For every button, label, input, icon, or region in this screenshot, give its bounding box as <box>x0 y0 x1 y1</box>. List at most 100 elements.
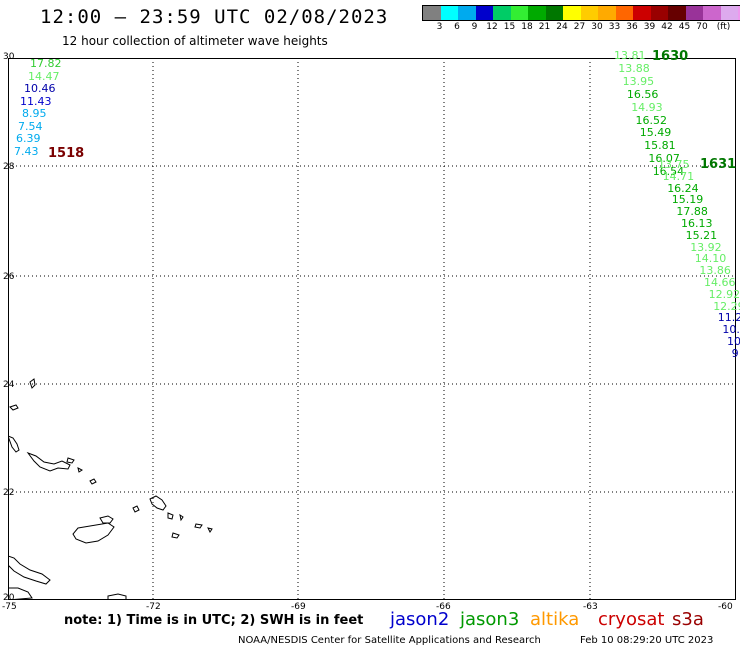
pass-1630-label: 1630 <box>652 49 689 64</box>
satellite-cryosat: cryosat <box>598 609 665 630</box>
satellite-jason3: jason3 <box>460 609 520 630</box>
wave-height-label: 10. <box>722 323 740 337</box>
wave-height-label: 7.54 <box>18 119 43 133</box>
color-tick-label: 45 <box>678 22 691 32</box>
timestamp-text: Feb 10 08:29:20 UTC 2023 <box>580 635 714 646</box>
color-tick-label: 36 <box>626 22 638 32</box>
color-tick-label: 6 <box>454 22 460 32</box>
pass-1518-label: 1518 <box>48 146 85 161</box>
color-legend-ticks: 3 6 9 12 15 18 21 24 27 30 33 36 39 42 45 70 (ft) <box>422 22 740 34</box>
lon-label-60: -60 <box>718 602 733 612</box>
wave-height-label: 14.66 <box>704 276 736 289</box>
wave-height-label: 13.81 <box>614 49 646 62</box>
coastline-islands <box>8 378 213 600</box>
color-swatch <box>598 6 616 20</box>
wave-height-label: 16.07 <box>648 152 680 166</box>
wave-height-label: 13.95 <box>622 74 655 88</box>
color-tick-label: 33 <box>608 22 621 32</box>
wave-height-label: 16.52 <box>635 113 668 127</box>
wave-height-label: 16.24 <box>667 181 699 195</box>
lon-label-66: -66 <box>436 602 451 612</box>
wave-height-label: 16.13 <box>681 217 713 230</box>
color-tick-label: 18 <box>521 22 533 32</box>
wave-height-label: 12.29 <box>713 299 740 313</box>
graticule <box>8 58 736 600</box>
color-swatch <box>668 6 686 20</box>
color-swatch <box>685 6 703 20</box>
satellite-altika: altika <box>530 609 580 630</box>
wave-height-label: 12.92 <box>708 287 740 301</box>
lon-label-72: -72 <box>146 602 161 612</box>
wave-height-label: 14.47 <box>28 69 60 83</box>
color-swatch <box>493 6 511 20</box>
wave-height-label: 16.54 <box>652 165 685 179</box>
wave-height-label: 13.75 <box>658 158 690 171</box>
wave-height-label: 14.10 <box>694 252 727 266</box>
wave-height-label: 14.71 <box>662 169 695 183</box>
lat-label-30: 30 <box>3 52 15 62</box>
color-tick-label: 30 <box>591 22 603 32</box>
wave-height-label: 13.86 <box>699 264 731 278</box>
color-swatch <box>580 6 598 20</box>
satellite-jason2: jason2 <box>390 609 450 630</box>
lon-label-63: -63 <box>583 602 598 612</box>
color-swatch <box>703 6 721 20</box>
credit-text: NOAA/NESDIS Center for Satellite Applica… <box>238 635 541 646</box>
wave-height-label: 14.93 <box>631 100 663 114</box>
map-frame <box>8 58 736 600</box>
lon-label-75: -75 <box>2 602 17 612</box>
wave-height-label: 10.46 <box>24 82 56 95</box>
wave-height-label: 13.92 <box>690 240 722 254</box>
wave-height-label: 10 <box>727 335 740 348</box>
wave-height-label: 16.56 <box>626 87 659 101</box>
wave-height-label: 11.2 <box>717 311 740 325</box>
color-tick-label: 15 <box>503 22 516 32</box>
color-swatch <box>563 6 581 20</box>
map-border <box>8 58 736 600</box>
color-swatch <box>650 6 668 20</box>
color-swatch <box>458 6 476 20</box>
color-swatch <box>738 6 740 20</box>
color-swatch <box>510 6 528 20</box>
satellite-s3a: s3a <box>672 609 704 630</box>
color-swatch <box>633 6 651 20</box>
color-swatch <box>615 6 633 20</box>
color-swatch <box>720 6 738 20</box>
lat-label-24: 24 <box>3 380 15 390</box>
wave-height-label: 17.88 <box>676 205 708 219</box>
wave-height-label: 15.49 <box>639 126 672 140</box>
color-swatch <box>545 6 563 20</box>
color-swatch <box>440 6 458 20</box>
wave-height-label: 11.43 <box>20 94 52 108</box>
color-tick-label: 42 <box>661 22 673 32</box>
lat-label-28: 28 <box>3 162 15 172</box>
color-swatch <box>423 6 441 20</box>
color-tick-label: 3 <box>436 22 443 32</box>
pass-1631-label: 1631 <box>700 157 737 172</box>
wave-height-label: 15.81 <box>644 139 676 153</box>
lat-label-22: 22 <box>3 488 15 498</box>
footer-note: note: 1) Time is in UTC; 2) SWH is in fe… <box>64 613 364 628</box>
color-tick-label: 27 <box>573 22 586 32</box>
color-tick-label: 24 <box>556 22 568 32</box>
color-tick-label: 21 <box>538 22 551 32</box>
color-swatch <box>528 6 546 20</box>
map-title: 12:00 – 23:59 UTC 02/08/2023 <box>40 6 389 28</box>
color-tick-label: 9 <box>471 22 478 32</box>
color-tick-label: (ft) <box>716 22 731 32</box>
color-tick-label: 70 <box>696 22 708 32</box>
color-legend <box>422 5 740 21</box>
wave-height-label: 15.21 <box>685 228 718 242</box>
wave-height-label: 17.82 <box>30 57 62 70</box>
color-swatch <box>475 6 493 20</box>
wave-height-label: 13.88 <box>618 61 650 75</box>
wave-height-label: 6.39 <box>16 132 41 145</box>
wave-height-label: 8.95 <box>22 107 47 120</box>
lat-label-26: 26 <box>3 272 15 282</box>
color-tick-label: 12 <box>486 22 498 32</box>
wave-height-label: 7.43 <box>14 144 39 158</box>
map-subtitle: 12 hour collection of altimeter wave hei… <box>62 34 328 48</box>
wave-height-label: 9 <box>731 346 739 360</box>
lon-label-69: -69 <box>291 602 306 612</box>
wave-height-label: 15.19 <box>671 193 704 207</box>
